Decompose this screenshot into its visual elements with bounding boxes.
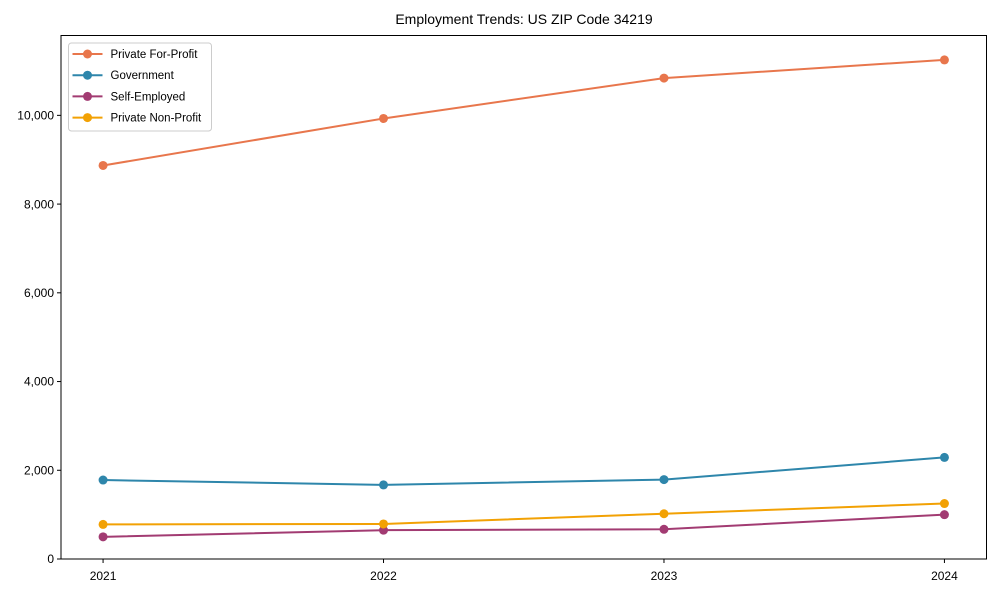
data-point-private-non-profit-2022	[379, 519, 389, 529]
y-tick-label: 10,000	[17, 109, 54, 123]
data-point-self-employed-2024	[939, 510, 949, 520]
y-tick-label: 0	[47, 552, 54, 566]
series-line-private-non-profit	[102, 502, 946, 526]
y-tick-label: 8,000	[24, 197, 54, 211]
data-point-private-non-profit-2021	[98, 519, 108, 529]
series-line-government	[102, 456, 946, 486]
data-point-self-employed-2022	[379, 525, 389, 535]
y-tick-label: 4,000	[24, 375, 54, 389]
legend-marker-private-non-profit	[83, 113, 92, 123]
data-point-private-for-profit-2024	[939, 55, 949, 65]
x-tick-label: 2023	[651, 569, 678, 583]
x-tick-label: 2021	[90, 569, 117, 583]
data-point-private-for-profit-2021	[98, 160, 108, 170]
plot-border	[60, 35, 987, 560]
legend-marker-government	[83, 70, 92, 80]
data-point-government-2022	[379, 480, 389, 490]
y-tick-label: 2,000	[24, 463, 54, 477]
data-point-private-for-profit-2023	[659, 73, 669, 83]
x-tick-label: 2022	[370, 569, 397, 583]
data-point-self-employed-2023	[659, 524, 669, 534]
legend-label-self-employed: Self-Employed	[111, 91, 186, 103]
data-point-private-non-profit-2023	[659, 509, 669, 519]
legend-label-government: Government	[111, 70, 175, 82]
legend-label-private-non-profit: Private Non-Profit	[111, 113, 203, 125]
data-point-government-2024	[939, 452, 949, 462]
data-point-government-2021	[98, 475, 108, 485]
data-point-private-for-profit-2022	[379, 113, 389, 123]
series-line-private-for-profit	[102, 58, 946, 167]
y-tick-label: 6,000	[24, 286, 54, 300]
legend-label-private-for-profit: Private For-Profit	[111, 49, 199, 61]
legend-marker-self-employed	[83, 91, 92, 101]
data-point-self-employed-2021	[98, 532, 108, 542]
data-point-private-non-profit-2024	[939, 499, 949, 509]
legend-marker-private-for-profit	[83, 49, 92, 59]
data-point-government-2023	[659, 475, 669, 485]
series-line-self-employed	[102, 513, 946, 538]
legend-box	[68, 42, 212, 132]
x-tick-label: 2024	[931, 569, 958, 583]
